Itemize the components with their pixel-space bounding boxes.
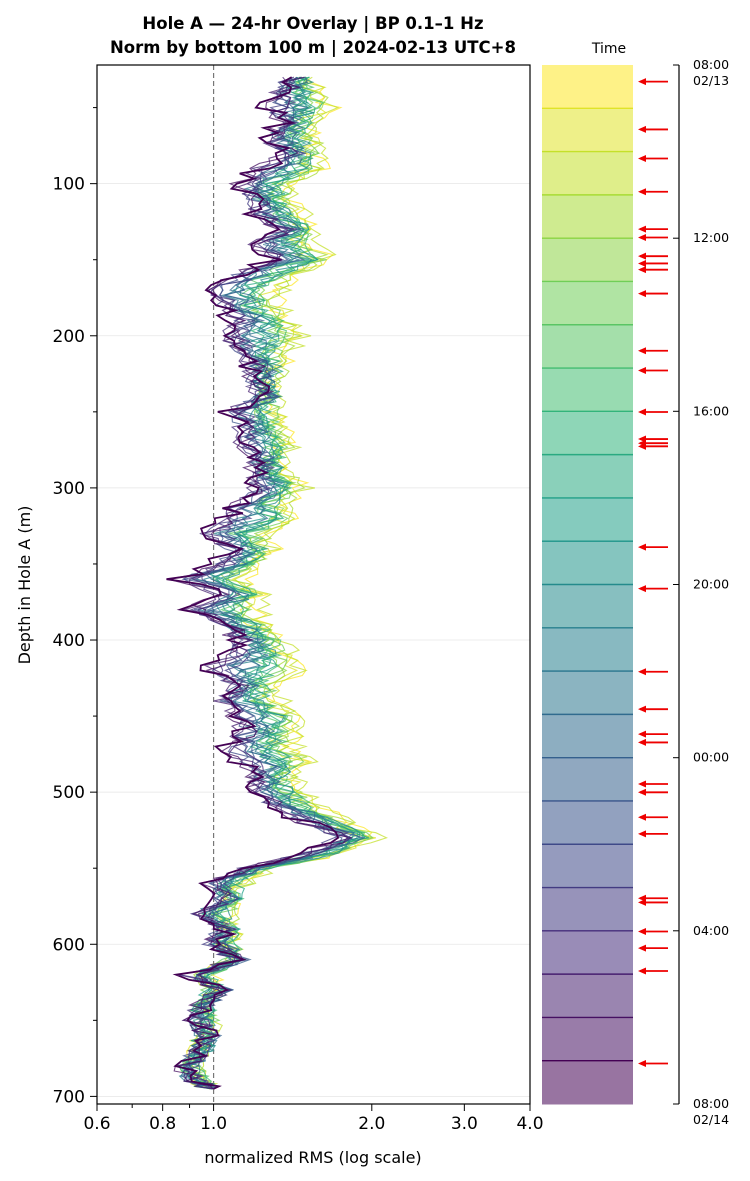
x-tick-label: 0.8 — [149, 1114, 176, 1134]
colorbar-band — [542, 584, 633, 629]
y-tick-label: 100 — [53, 175, 85, 195]
series-line — [168, 76, 348, 1090]
event-arrow-head — [638, 898, 646, 906]
event-arrow-head — [638, 1059, 646, 1067]
colorbar-band — [542, 324, 633, 369]
series-line — [179, 76, 350, 1090]
chart-title-line1: Hole A — 24-hr Overlay | BP 0.1–1 Hz — [142, 14, 483, 34]
colorbar-band — [542, 65, 633, 109]
colorbar-band — [542, 1017, 633, 1062]
colorbar: 08:00 02/13 12:00 16:00 20:00 00:00 04:00 08:00… — [542, 57, 729, 1127]
event-arrow-head — [638, 705, 646, 713]
event-arrow-head — [638, 366, 646, 374]
series-line — [166, 76, 340, 1090]
colorbar-band — [542, 844, 633, 889]
y-tick-label: 300 — [53, 479, 85, 499]
colorbar-band — [542, 627, 633, 672]
x-tick-label: 3.0 — [451, 1114, 478, 1134]
event-arrow-head — [638, 813, 646, 821]
event-arrow-head — [638, 155, 646, 163]
colorbar-band — [542, 368, 633, 412]
series-line — [174, 76, 355, 1090]
colorbar-label: Time — [591, 41, 626, 57]
y-tick-label: 600 — [53, 935, 85, 955]
time-tick-label: 20:00 — [693, 577, 729, 592]
colorbar-band — [542, 411, 633, 456]
colorbar-band — [542, 974, 633, 1018]
colorbar-band — [542, 194, 633, 239]
colorbar-band — [542, 757, 633, 802]
colorbar-band — [542, 108, 633, 153]
time-tick-label: 12:00 — [693, 230, 729, 245]
event-arrow-head — [638, 290, 646, 298]
event-arrow-head — [638, 408, 646, 416]
colorbar-band — [542, 541, 633, 585]
colorbar-band — [542, 800, 633, 845]
colorbar-band — [542, 454, 633, 499]
event-arrow-head — [638, 788, 646, 796]
x-tick-label: 2.0 — [358, 1114, 385, 1134]
plot-frame — [96, 64, 531, 1105]
colorbar-band — [542, 714, 633, 759]
event-arrow-head — [638, 442, 646, 450]
event-arrow-head — [638, 259, 646, 267]
y-axis-label: Depth in Hole A (m) — [15, 506, 34, 665]
event-arrow-head — [638, 188, 646, 196]
series-line — [177, 76, 353, 1090]
event-arrow-head — [638, 967, 646, 975]
time-tick-label: 08:00 02/13 — [693, 57, 729, 88]
colorbar-band — [542, 151, 633, 196]
colorbar-band — [542, 887, 633, 932]
y-tick-label: 700 — [53, 1087, 85, 1107]
colorbar-band — [542, 238, 633, 282]
colorbar-band — [542, 497, 633, 542]
colorbar-band — [542, 930, 633, 975]
x-tick-label: 1.0 — [200, 1114, 227, 1134]
event-arrow-head — [638, 668, 646, 676]
y-tick-label: 200 — [53, 327, 85, 347]
event-arrow-head — [638, 944, 646, 952]
time-tick-label: 08:00 02/14 — [693, 1096, 729, 1127]
event-arrow-head — [638, 266, 646, 274]
chart-title-line2: Norm by bottom 100 m | 2024-02-13 UTC+8 — [110, 38, 516, 58]
colorbar-band — [542, 671, 633, 715]
event-arrow-head — [638, 730, 646, 738]
y-tick-label: 400 — [53, 631, 85, 651]
x-tick-label: 4.0 — [516, 1114, 543, 1134]
event-arrow-head — [638, 78, 646, 86]
event-arrow-head — [638, 225, 646, 233]
x-tick-label: 0.6 — [83, 1114, 110, 1134]
time-tick-label: 04:00 — [693, 923, 729, 938]
colorbar-band — [542, 281, 633, 326]
plot-area: 0.6 0.8 1.0 2.0 3.0 4.0 100 200 300 400 500 600 700 — [53, 65, 544, 1134]
event-arrow-head — [638, 233, 646, 241]
event-arrow-head — [638, 347, 646, 355]
x-axis-label: normalized RMS (log scale) — [204, 1148, 421, 1167]
event-arrow-head — [638, 830, 646, 838]
colorbar-band — [542, 1060, 633, 1105]
y-tick-label: 500 — [53, 783, 85, 803]
event-arrow-head — [638, 252, 646, 260]
event-arrow-head — [638, 543, 646, 551]
event-arrow-head — [638, 780, 646, 788]
event-arrow-head — [638, 585, 646, 593]
time-tick-label: 16:00 — [693, 403, 729, 418]
event-arrow-head — [638, 928, 646, 936]
event-arrow-head — [638, 738, 646, 746]
event-arrow-head — [638, 125, 646, 133]
time-tick-label: 00:00 — [693, 750, 729, 765]
